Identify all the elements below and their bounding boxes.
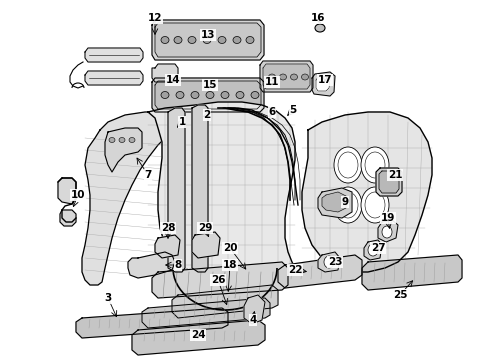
Ellipse shape (368, 244, 378, 256)
Text: 18: 18 (223, 260, 237, 270)
Ellipse shape (233, 36, 241, 44)
Polygon shape (192, 105, 208, 272)
Text: 12: 12 (148, 13, 162, 23)
Polygon shape (376, 168, 402, 196)
Polygon shape (379, 171, 399, 193)
Ellipse shape (361, 147, 389, 183)
Polygon shape (152, 64, 178, 82)
Polygon shape (362, 255, 462, 290)
Text: 8: 8 (174, 260, 182, 270)
Text: 15: 15 (203, 80, 217, 90)
Text: 4: 4 (249, 315, 257, 325)
Ellipse shape (203, 36, 211, 44)
Text: 22: 22 (288, 265, 302, 275)
Text: 26: 26 (211, 275, 225, 285)
Polygon shape (148, 102, 295, 292)
Ellipse shape (251, 91, 259, 99)
Polygon shape (142, 298, 270, 328)
Text: 24: 24 (191, 330, 205, 340)
Text: 9: 9 (342, 197, 348, 207)
Polygon shape (260, 61, 313, 92)
Polygon shape (76, 308, 228, 338)
Polygon shape (318, 252, 340, 272)
Text: 28: 28 (161, 223, 175, 233)
Polygon shape (316, 76, 330, 91)
Ellipse shape (334, 147, 362, 183)
Text: 21: 21 (388, 170, 402, 180)
Ellipse shape (338, 152, 358, 178)
Text: 23: 23 (328, 257, 342, 267)
Polygon shape (60, 210, 76, 226)
Polygon shape (263, 64, 310, 89)
Ellipse shape (246, 36, 254, 44)
Text: 16: 16 (311, 13, 325, 23)
Polygon shape (312, 72, 335, 96)
Ellipse shape (161, 36, 169, 44)
Ellipse shape (291, 74, 297, 80)
Text: 14: 14 (166, 75, 180, 85)
Ellipse shape (382, 226, 392, 238)
Ellipse shape (365, 152, 385, 178)
Text: 19: 19 (381, 213, 395, 223)
Polygon shape (132, 320, 265, 355)
Polygon shape (364, 240, 382, 260)
Ellipse shape (221, 91, 229, 99)
Polygon shape (155, 23, 261, 57)
Ellipse shape (161, 91, 169, 99)
Polygon shape (128, 252, 175, 278)
Polygon shape (318, 188, 352, 218)
Polygon shape (152, 20, 264, 60)
Ellipse shape (176, 91, 184, 99)
Ellipse shape (301, 74, 309, 80)
Polygon shape (155, 235, 180, 258)
Ellipse shape (236, 91, 244, 99)
Ellipse shape (361, 187, 389, 223)
Polygon shape (172, 285, 278, 318)
Ellipse shape (324, 256, 334, 268)
Polygon shape (378, 220, 398, 242)
Polygon shape (322, 192, 346, 212)
Polygon shape (152, 262, 288, 298)
Text: 27: 27 (371, 243, 385, 253)
Ellipse shape (129, 138, 135, 143)
Polygon shape (152, 78, 264, 112)
Text: 25: 25 (393, 290, 407, 300)
Text: 5: 5 (290, 105, 296, 115)
Polygon shape (168, 108, 185, 272)
Text: 3: 3 (104, 293, 112, 303)
Ellipse shape (188, 36, 196, 44)
Ellipse shape (269, 74, 275, 80)
Ellipse shape (334, 187, 362, 223)
Polygon shape (82, 112, 178, 285)
Text: 2: 2 (203, 110, 211, 120)
Polygon shape (278, 255, 362, 288)
Ellipse shape (174, 36, 182, 44)
Ellipse shape (206, 91, 214, 99)
Text: 17: 17 (318, 75, 332, 85)
Polygon shape (105, 128, 142, 172)
Polygon shape (244, 295, 265, 324)
Ellipse shape (119, 138, 125, 143)
Ellipse shape (365, 192, 385, 218)
Polygon shape (85, 48, 143, 62)
Polygon shape (192, 232, 220, 258)
Ellipse shape (315, 24, 325, 32)
Polygon shape (85, 71, 143, 85)
Text: 10: 10 (71, 190, 85, 200)
Ellipse shape (218, 36, 226, 44)
Polygon shape (302, 112, 432, 272)
Text: 20: 20 (223, 243, 237, 253)
Text: 6: 6 (269, 107, 275, 117)
Text: 13: 13 (201, 30, 215, 40)
Ellipse shape (191, 91, 199, 99)
Ellipse shape (279, 74, 287, 80)
Polygon shape (155, 81, 261, 109)
Text: 7: 7 (145, 170, 152, 180)
Text: 11: 11 (265, 77, 279, 87)
Text: 1: 1 (178, 117, 186, 127)
Polygon shape (58, 178, 76, 204)
Ellipse shape (338, 192, 358, 218)
Text: 29: 29 (198, 223, 212, 233)
Ellipse shape (109, 138, 115, 143)
